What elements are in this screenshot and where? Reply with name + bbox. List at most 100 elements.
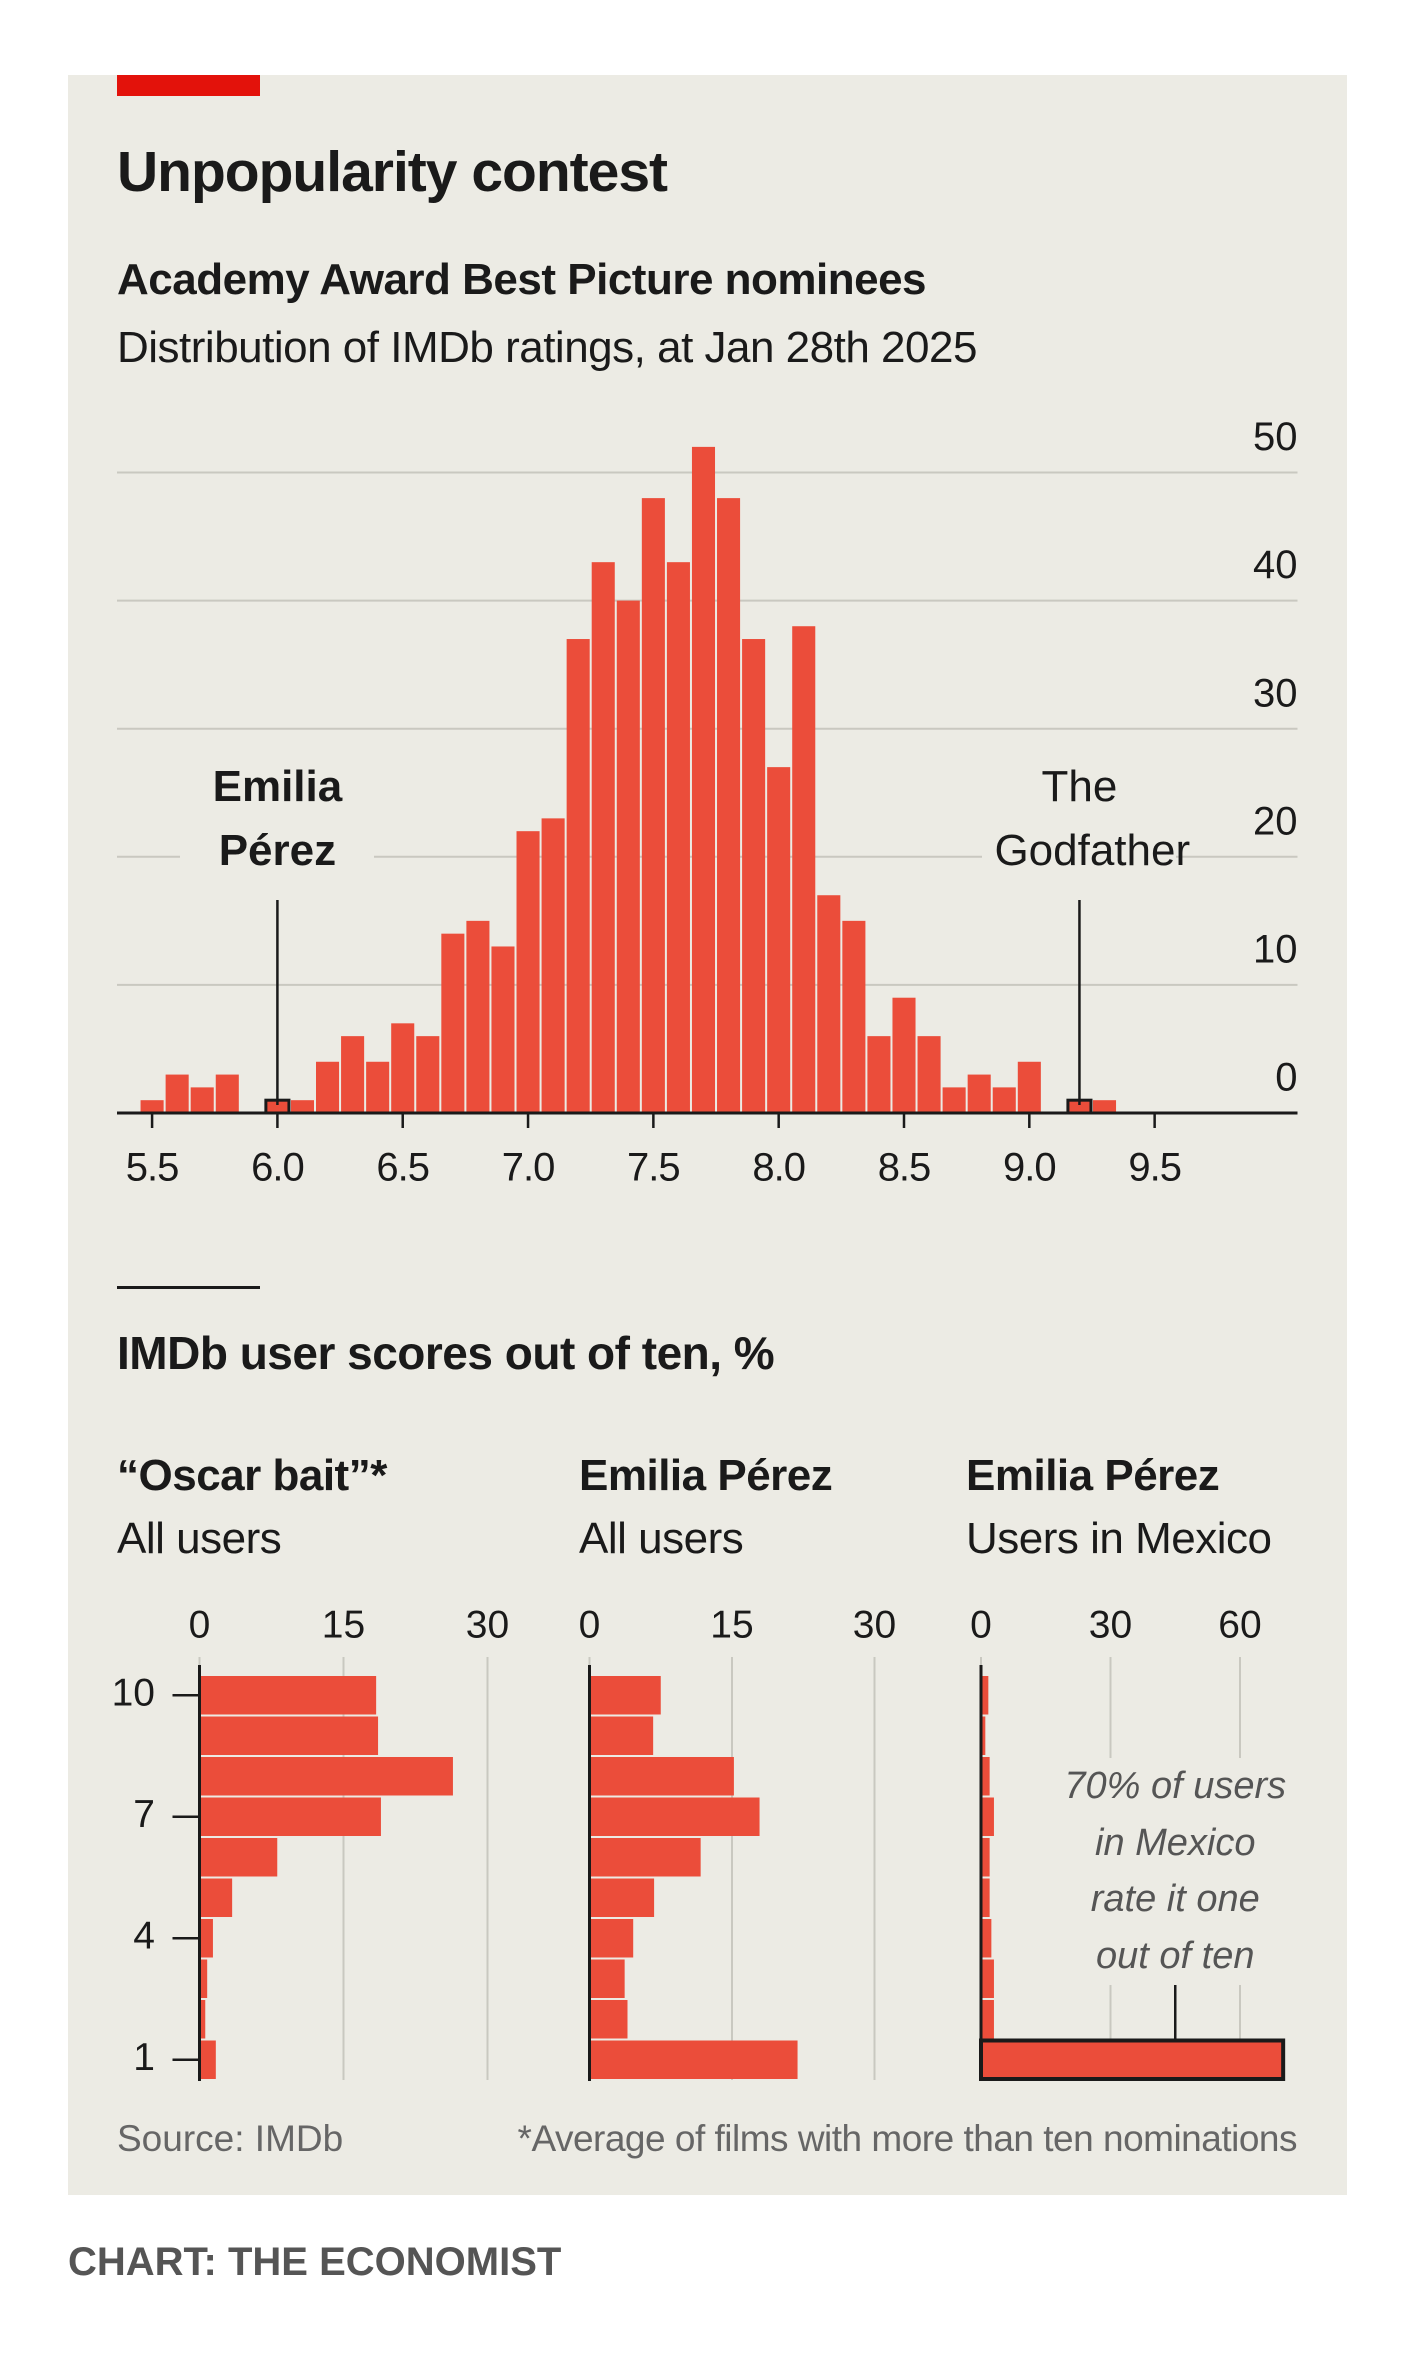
x-tick-label: 7.5 (627, 1146, 680, 1190)
bar (416, 1036, 440, 1113)
y-tick-label: 20 (1253, 799, 1298, 843)
bar (979, 2038, 1286, 2081)
bar (981, 1959, 994, 1998)
x-tick-label: 7.0 (502, 1146, 555, 1190)
bar (666, 562, 690, 1113)
bar (742, 639, 766, 1113)
bar (491, 946, 515, 1113)
x-tick-label: 60 (1218, 1603, 1261, 1646)
annotation: Emilia Pérez (180, 755, 375, 883)
x-tick-label: 15 (710, 1603, 753, 1646)
x-tick-label: 0 (970, 1603, 992, 1646)
bar (215, 1074, 239, 1113)
bar (1092, 1100, 1117, 1113)
bar (981, 1757, 990, 1796)
panel-title: Emilia Pérez (966, 1451, 1220, 1500)
bar (165, 1074, 189, 1113)
bar (981, 1878, 990, 1917)
bar (717, 498, 741, 1113)
bar (942, 1087, 966, 1113)
source: Source: IMDb (117, 2118, 344, 2159)
bar (199, 1676, 377, 1715)
bar (199, 1959, 208, 1998)
bar (589, 2040, 798, 2079)
bar (541, 818, 565, 1113)
panel-title: “Oscar bait”* (117, 1451, 387, 1500)
bar (981, 1676, 989, 1715)
bar (641, 498, 665, 1113)
x-tick-label: 30 (1089, 1603, 1132, 1646)
x-tick-label: 5.5 (126, 1146, 179, 1190)
x-tick-label: 0 (579, 1603, 601, 1646)
annotation: The Godfather (982, 755, 1190, 883)
bar (917, 1036, 941, 1113)
bar (981, 1797, 994, 1836)
chart-title: Academy Award Best Picture nominees (117, 255, 927, 304)
bar (589, 1838, 701, 1877)
footnote: *Average of films with more than ten nom… (517, 2118, 1298, 2159)
bar (867, 1036, 891, 1113)
bar (616, 600, 640, 1113)
bar (842, 920, 866, 1113)
annotation: 70% of users in Mexico rate it one out o… (1057, 1758, 1294, 1985)
bar (466, 920, 490, 1113)
bar (140, 1100, 164, 1113)
bar (589, 1959, 625, 1998)
bar (589, 1676, 661, 1715)
y-tick-label: 4 (133, 1915, 155, 1958)
bar (366, 1061, 390, 1113)
bar (441, 933, 465, 1113)
bar (290, 1100, 315, 1113)
bar (589, 2000, 628, 2039)
bar (199, 1797, 381, 1836)
bar (199, 1838, 278, 1877)
x-tick-label: 15 (322, 1603, 365, 1646)
x-tick-label: 0 (189, 1603, 211, 1646)
bar (981, 1838, 990, 1877)
x-tick-label: 8.0 (752, 1146, 805, 1190)
x-tick-label: 9.5 (1128, 1146, 1181, 1190)
x-tick-label: 8.5 (878, 1146, 931, 1190)
panel-subtitle: All users (579, 1514, 744, 1563)
bar (981, 2000, 994, 2039)
bar (199, 2040, 216, 2079)
bar (316, 1061, 340, 1113)
section-rule (117, 1286, 260, 1289)
y-tick-label: 40 (1253, 543, 1298, 587)
panel-subtitle: All users (117, 1514, 282, 1563)
bar (591, 562, 615, 1113)
credit: CHART: THE ECONOMIST (68, 2240, 562, 2284)
bar (589, 1878, 655, 1917)
y-tick-label: 0 (1275, 1056, 1297, 1100)
x-tick-label: 9.0 (1003, 1146, 1056, 1190)
y-tick-label: 10 (112, 1672, 155, 1715)
bar (992, 1087, 1016, 1113)
panel-subtitle: Users in Mexico (966, 1514, 1272, 1563)
bar (199, 2000, 206, 2039)
bar (691, 446, 716, 1113)
panel-title: Emilia Pérez (579, 1451, 833, 1500)
bar (199, 1919, 213, 1958)
bar (792, 626, 816, 1113)
bar (341, 1036, 365, 1113)
bar (391, 1023, 415, 1113)
bar (516, 831, 540, 1113)
x-tick-label: 30 (466, 1603, 509, 1646)
bar (589, 1716, 654, 1755)
bar (981, 1919, 992, 1958)
y-tick-label: 30 (1253, 671, 1298, 715)
bar (1017, 1061, 1041, 1113)
bar (199, 1716, 379, 1755)
bar (892, 997, 916, 1113)
bar (589, 1797, 760, 1836)
title: Unpopularity contest (117, 140, 668, 204)
bar (767, 767, 791, 1113)
y-tick-label: 7 (133, 1793, 155, 1836)
bar (199, 1757, 453, 1796)
x-tick-label: 6.5 (376, 1146, 429, 1190)
bar (589, 1919, 634, 1958)
bar (566, 639, 590, 1113)
bar (981, 1716, 986, 1755)
bar (199, 1878, 233, 1917)
section-title: IMDb user scores out of ten, % (117, 1327, 775, 1379)
